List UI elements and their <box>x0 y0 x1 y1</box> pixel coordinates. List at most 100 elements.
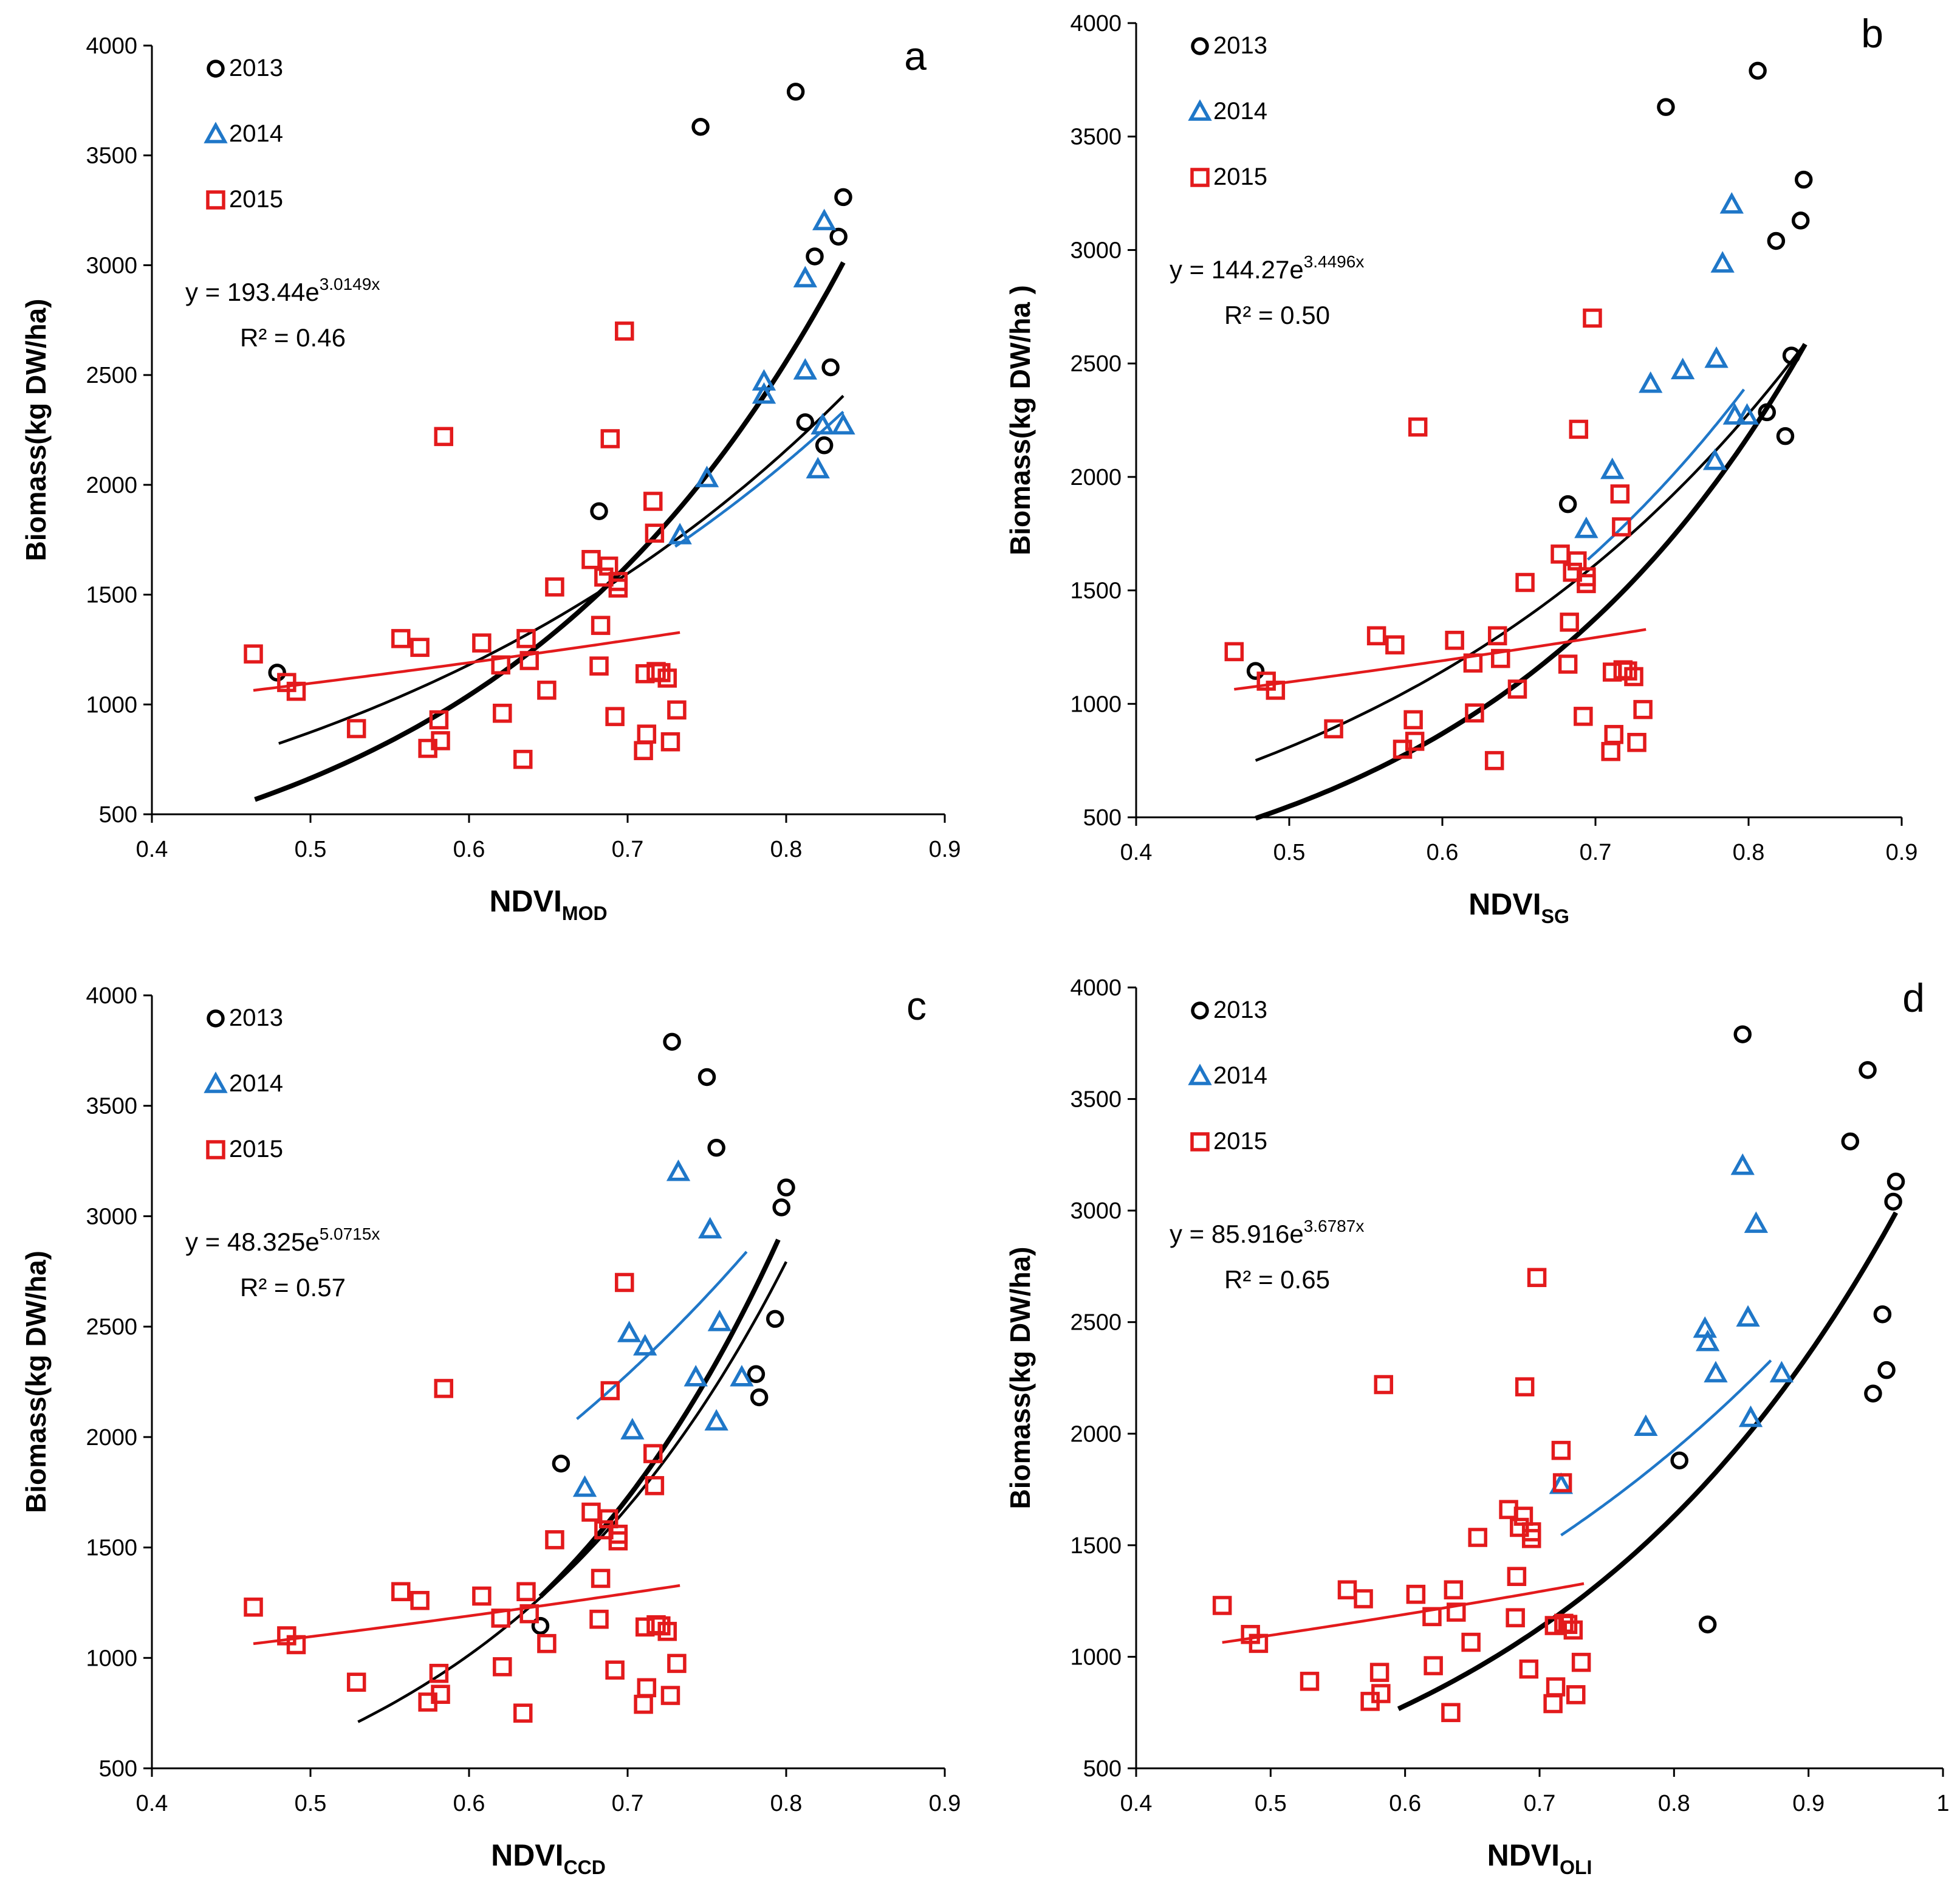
data-point-2013 <box>1749 61 1767 80</box>
data-point-2013 <box>766 1310 784 1328</box>
data-point-2015 <box>1627 733 1646 752</box>
y-tick-label: 2000 <box>86 473 137 498</box>
data-point-2014 <box>831 413 855 435</box>
x-tick-label: 0.5 <box>1273 840 1306 865</box>
data-point-2015 <box>1224 642 1244 662</box>
data-point-2013 <box>1884 1192 1902 1211</box>
y-tick-label: 500 <box>99 802 137 828</box>
data-point-2015 <box>431 1684 450 1705</box>
y-axis-label: Biomass(kg DW/ha ) <box>1004 285 1036 555</box>
data-point-2013 <box>750 1388 769 1407</box>
data-point-2014 <box>704 1409 728 1431</box>
panel-letter: d <box>1902 975 1925 1020</box>
data-point-2013 <box>1859 1061 1877 1079</box>
equation-base: y = 193.44e <box>185 278 320 306</box>
data-point-2015 <box>1519 1659 1539 1679</box>
y-tick-label: 500 <box>99 1756 137 1782</box>
x-axis-label: NDVISG <box>1468 887 1569 927</box>
data-point-2015 <box>286 1635 306 1655</box>
x-tick-label: 1 <box>1936 1791 1949 1816</box>
data-point-2013 <box>1841 1132 1860 1151</box>
data-point-2015 <box>1624 667 1643 687</box>
x-axis-label-subscript: OLI <box>1560 1856 1592 1878</box>
equation-base: y = 48.325e <box>185 1227 320 1256</box>
x-tick-label: 0.4 <box>136 837 168 862</box>
data-point-2013 <box>1246 662 1265 680</box>
x-tick-label: 0.8 <box>770 1791 803 1816</box>
legend-marker-2014 <box>204 1071 228 1093</box>
y-tick-label: 1000 <box>1070 1644 1122 1670</box>
data-point-2015 <box>1300 1672 1320 1691</box>
y-tick-label: 4000 <box>1070 11 1122 36</box>
x-axis-label-main: NDVI <box>1468 887 1541 921</box>
data-point-2015 <box>591 616 611 635</box>
data-point-2015 <box>1403 710 1423 730</box>
data-point-2013 <box>1767 232 1786 250</box>
y-tick-label: 2500 <box>86 363 137 388</box>
y-tick-label: 1500 <box>86 583 137 608</box>
data-point-2015 <box>645 1476 665 1495</box>
data-point-2015 <box>1515 572 1535 592</box>
y-tick-label: 1500 <box>1070 579 1122 604</box>
data-point-2013 <box>1733 1025 1752 1043</box>
data-point-2014 <box>1722 403 1747 425</box>
data-point-2015 <box>589 1609 609 1629</box>
data-point-2015 <box>1212 1596 1232 1615</box>
data-point-2015 <box>600 1381 620 1401</box>
data-point-2015 <box>537 1633 557 1653</box>
data-point-2015 <box>431 731 450 750</box>
data-point-2015 <box>608 1531 628 1551</box>
data-point-2014 <box>684 1365 708 1387</box>
data-point-2015 <box>1465 703 1484 723</box>
data-point-2015 <box>615 321 634 341</box>
data-point-2015 <box>667 700 687 720</box>
data-point-2014 <box>572 1475 597 1497</box>
data-point-2015 <box>434 1379 453 1398</box>
legend-label-2014: 2014 <box>229 1070 283 1097</box>
data-point-2015 <box>1405 732 1425 751</box>
data-point-2015 <box>1447 1602 1466 1622</box>
data-point-2014 <box>1744 1211 1769 1233</box>
data-point-2013 <box>815 436 834 455</box>
data-point-2015 <box>608 578 628 598</box>
data-point-2015 <box>660 732 680 752</box>
data-point-2014 <box>1670 357 1695 380</box>
data-point-2015 <box>1374 1375 1394 1395</box>
data-point-2015 <box>1324 719 1343 739</box>
data-point-2015 <box>516 1582 536 1602</box>
equation-base: y = 85.916e <box>1170 1220 1304 1248</box>
data-point-2013 <box>1782 346 1801 365</box>
x-tick-label: 0.5 <box>295 1791 327 1816</box>
equation-exponent: 3.0149x <box>320 275 380 294</box>
data-point-2015 <box>589 656 609 676</box>
fit-curve-2014 <box>576 1251 748 1420</box>
data-point-2015 <box>346 719 366 738</box>
x-tick-label: 0.9 <box>1886 840 1918 865</box>
data-point-2015 <box>1571 1652 1591 1672</box>
data-point-2015 <box>637 724 657 744</box>
legend-label-2014: 2014 <box>1213 98 1267 125</box>
data-point-2015 <box>1583 308 1602 328</box>
y-tick-label: 2500 <box>86 1314 137 1340</box>
data-point-2015 <box>1551 544 1570 564</box>
data-point-2015 <box>581 549 601 569</box>
data-point-2014 <box>1736 1305 1760 1327</box>
x-tick-label: 0.8 <box>1733 840 1765 865</box>
y-tick-label: 1500 <box>1070 1533 1122 1559</box>
x-tick-label: 0.6 <box>453 837 485 862</box>
overall-fit-curve <box>538 1238 781 1599</box>
data-point-2015 <box>493 1657 512 1677</box>
data-point-2013 <box>1758 403 1776 422</box>
legend-marker-2014 <box>1188 1063 1212 1085</box>
data-point-2014 <box>806 456 830 479</box>
data-point-2014 <box>1738 1405 1763 1427</box>
legend-label-2013: 2013 <box>1213 32 1267 59</box>
legend-marker-2013 <box>1191 37 1209 55</box>
data-point-2015 <box>634 741 653 760</box>
data-point-2015 <box>1385 635 1405 654</box>
data-point-2014 <box>810 413 835 435</box>
equation-exponent: 5.0715x <box>320 1224 380 1243</box>
data-point-2015 <box>513 749 533 769</box>
equation-fit-curve <box>278 394 845 745</box>
x-axis-label-subscript: SG <box>1541 905 1569 927</box>
